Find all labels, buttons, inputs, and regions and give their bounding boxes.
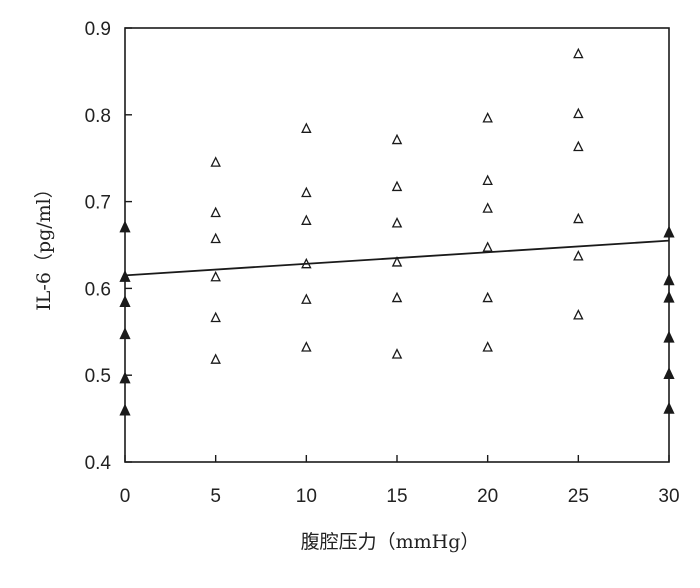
data-point-open-triangle bbox=[573, 212, 584, 224]
data-points bbox=[119, 47, 675, 416]
data-point-filled-triangle bbox=[663, 401, 675, 414]
data-point-filled-triangle bbox=[119, 371, 131, 384]
data-point-open-triangle bbox=[210, 353, 221, 364]
data-point-filled-triangle bbox=[663, 330, 675, 343]
data-point-open-triangle bbox=[391, 348, 403, 359]
x-tick-label: 0 bbox=[120, 486, 131, 507]
data-point-open-triangle bbox=[482, 341, 493, 352]
x-tick-label: 5 bbox=[210, 486, 221, 507]
x-axis: 0 5 10 15 20 25 30 bbox=[120, 455, 680, 507]
regression-line bbox=[124, 239, 670, 277]
y-tick-label: 0.4 bbox=[85, 453, 112, 474]
y-axis: 0.4 0.5 0.6 0.7 0.8 0.9 bbox=[85, 19, 132, 474]
y-axis-label: IL-6（pg/ml） bbox=[33, 179, 55, 310]
data-point-open-triangle bbox=[210, 156, 221, 167]
y-tick-label: 0.8 bbox=[85, 106, 111, 127]
data-point-open-triangle bbox=[573, 140, 584, 152]
data-point-filled-triangle bbox=[119, 403, 131, 416]
data-point-filled-triangle bbox=[119, 295, 131, 307]
data-point-open-triangle bbox=[391, 133, 403, 145]
data-point-open-triangle bbox=[482, 241, 493, 252]
data-point-open-triangle bbox=[573, 309, 584, 320]
data-point-open-triangle bbox=[210, 206, 221, 218]
data-point-open-triangle bbox=[391, 217, 403, 228]
data-point-filled-triangle bbox=[663, 290, 675, 303]
data-point-filled-triangle bbox=[119, 269, 131, 282]
data-point-filled-triangle bbox=[119, 220, 131, 233]
data-point-open-triangle bbox=[482, 112, 493, 123]
data-point-open-triangle bbox=[301, 214, 312, 225]
data-point-open-triangle bbox=[210, 270, 221, 282]
data-point-open-triangle bbox=[391, 291, 403, 303]
y-tick-label: 0.9 bbox=[85, 19, 111, 40]
data-point-open-triangle bbox=[482, 202, 493, 213]
x-tick-label: 15 bbox=[386, 486, 407, 507]
data-point-open-triangle bbox=[210, 311, 221, 323]
x-tick-label: 30 bbox=[658, 486, 679, 507]
x-tick-label: 10 bbox=[296, 486, 317, 507]
data-point-open-triangle bbox=[301, 186, 312, 198]
data-point-filled-triangle bbox=[119, 327, 131, 340]
data-point-open-triangle bbox=[210, 232, 221, 244]
y-tick-label: 0.5 bbox=[85, 366, 111, 387]
x-tick-label: 25 bbox=[568, 486, 589, 507]
x-axis-label: 腹腔压力（mmHg） bbox=[301, 531, 480, 553]
data-point-filled-triangle bbox=[663, 367, 675, 380]
data-point-open-triangle bbox=[301, 341, 312, 352]
data-point-open-triangle bbox=[573, 250, 584, 261]
data-point-open-triangle bbox=[573, 107, 584, 119]
data-point-open-triangle bbox=[301, 122, 312, 133]
y-tick-label: 0.7 bbox=[85, 193, 111, 214]
data-point-open-triangle bbox=[482, 174, 493, 186]
data-point-open-triangle bbox=[301, 293, 312, 304]
data-point-open-triangle bbox=[391, 180, 403, 192]
data-point-open-triangle bbox=[391, 256, 403, 267]
data-point-filled-triangle bbox=[663, 225, 675, 238]
data-point-filled-triangle bbox=[663, 273, 675, 286]
y-tick-label: 0.6 bbox=[85, 279, 111, 300]
data-point-open-triangle bbox=[573, 47, 584, 59]
x-tick-label: 20 bbox=[477, 486, 498, 507]
data-point-open-triangle bbox=[482, 291, 493, 303]
